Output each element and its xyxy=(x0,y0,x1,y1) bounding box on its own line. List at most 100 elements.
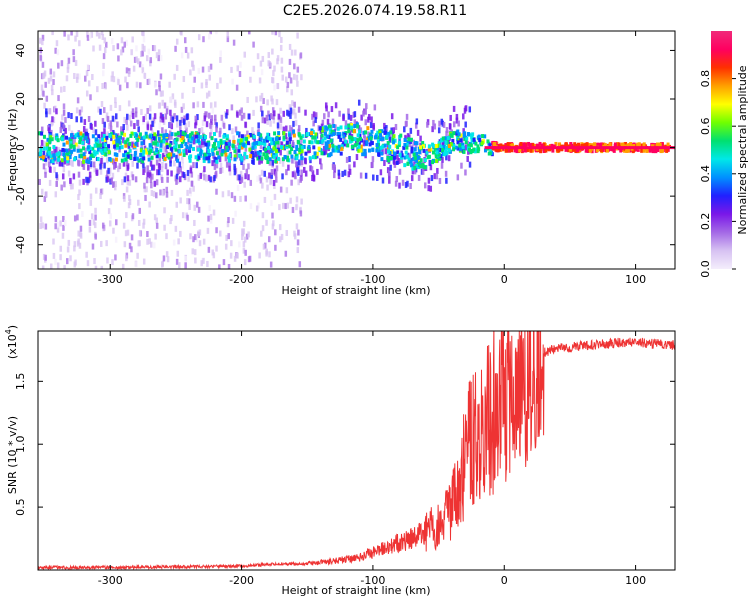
spectrogram-cell xyxy=(184,262,187,269)
spectrogram-cell xyxy=(220,152,224,157)
spectrogram-cell xyxy=(249,142,253,149)
spectrogram-cell xyxy=(224,141,228,146)
spectrogram-cell xyxy=(85,251,88,258)
spectrogram-cell xyxy=(635,147,639,152)
spectrogram-cell xyxy=(200,127,204,134)
spectrogram-cell xyxy=(101,118,105,125)
spectrogram-cell xyxy=(399,133,403,138)
spectrogram-cell xyxy=(347,129,351,134)
spectrogram-cell xyxy=(175,64,179,71)
snr-scale-base: (x10 xyxy=(6,334,19,359)
spectrogram-cell xyxy=(182,172,186,179)
spectrogram-cell xyxy=(406,140,410,145)
spectrogram-cell xyxy=(273,193,277,200)
spectrogram-cell xyxy=(324,144,328,149)
spectrogram-cell xyxy=(296,167,299,174)
spectrogram-cell xyxy=(383,143,387,148)
spectrogram-cell xyxy=(295,223,299,230)
spectrogram-cell xyxy=(139,82,142,89)
spectrogram-cell xyxy=(532,144,536,149)
spectrogram-cell xyxy=(556,147,560,152)
spectrogram-cell xyxy=(285,137,289,144)
spectrogram-cell xyxy=(103,37,107,44)
spectrogram-cell xyxy=(63,181,66,188)
spectrogram-x-axis-title: Height of straight line (km) xyxy=(281,284,430,297)
spectrogram-cell xyxy=(357,142,361,147)
spectrogram-cell xyxy=(89,193,93,200)
spectrogram-cell xyxy=(262,152,266,157)
spectrogram-cell xyxy=(195,162,198,169)
spectrogram-cell xyxy=(265,176,269,183)
snr-panel: -300 -200 -100 0 100 0.51.01.5 Height of str… xyxy=(4,325,676,597)
spectrogram-cell xyxy=(155,154,159,159)
spectrogram-cell xyxy=(362,110,365,117)
spectrogram-cell xyxy=(99,143,103,148)
spectrogram-cell xyxy=(394,180,398,187)
spectrogram-cell xyxy=(146,231,149,238)
spectrogram-cell xyxy=(197,230,200,237)
spectrogram-cell xyxy=(134,176,138,183)
spectrogram-cell xyxy=(120,145,124,150)
spectrogram-cell xyxy=(112,227,115,234)
spectrogram-cell xyxy=(308,156,312,161)
spectrogram-cell xyxy=(334,148,338,153)
spectrogram-cell xyxy=(398,168,402,175)
spectrogram-cell xyxy=(253,144,257,149)
spectrogram-cell xyxy=(456,146,460,151)
spectrogram-cell xyxy=(456,174,460,181)
spectrogram-cell xyxy=(251,159,255,164)
spectrogram-cell xyxy=(467,143,471,148)
spectrogram-cell xyxy=(122,123,125,130)
spectrogram-cell xyxy=(435,173,439,180)
spectrogram-cell xyxy=(121,179,124,186)
spectrogram-cell xyxy=(143,72,147,79)
spectrogram-cell xyxy=(97,106,100,113)
spectrogram-cell xyxy=(180,106,184,113)
spectrogram-cell xyxy=(59,220,62,227)
spectrogram-cell xyxy=(297,229,300,236)
spectrogram-cell xyxy=(52,134,56,141)
spectrogram-cell xyxy=(440,137,444,142)
spectrogram-cell xyxy=(380,157,384,162)
spectrogram-cell xyxy=(282,202,285,209)
spectrogram-cell xyxy=(169,157,172,164)
spectrogram-cell xyxy=(304,109,307,116)
spectrogram-cell xyxy=(87,80,91,87)
spectrogram-cell xyxy=(323,113,326,120)
spectrogram-cell xyxy=(248,147,252,152)
spectrogram-cell xyxy=(175,38,179,45)
spectrogram-cell xyxy=(142,162,145,169)
spectrogram-cell xyxy=(87,116,91,123)
spectrogram-y-axis-title: Frequency (Hz) xyxy=(6,109,19,192)
spectrogram-cell xyxy=(123,41,126,48)
spectrogram-cell xyxy=(248,132,252,137)
spectrogram-cell xyxy=(554,141,558,146)
spectrogram-cell xyxy=(388,177,391,184)
spectrogram-cell xyxy=(120,131,124,136)
spectrogram-cell xyxy=(329,138,333,143)
spectrogram-cell xyxy=(212,209,216,216)
spectrogram-cell xyxy=(44,223,48,230)
spectrogram-cell xyxy=(463,131,467,136)
spectrogram-cell xyxy=(438,156,442,161)
spectrogram-cell xyxy=(145,186,148,193)
spectrogram-cell xyxy=(337,134,341,139)
spectrogram-cell xyxy=(75,107,79,114)
spectrogram-cell xyxy=(214,138,218,143)
spectrogram-cell xyxy=(65,140,69,145)
spectrogram-cell xyxy=(304,151,308,156)
spectrogram-cell xyxy=(89,161,93,168)
spectrogram-cell xyxy=(442,121,446,128)
spectrogram-cell xyxy=(91,153,95,158)
spectrogram-cell xyxy=(393,158,396,165)
spectrogram-cell xyxy=(149,60,152,67)
spectrogram-cell xyxy=(419,164,423,169)
spectrogram-cell xyxy=(58,160,62,167)
spectrogram-cell xyxy=(52,116,56,123)
spectrogram-cell xyxy=(225,161,229,168)
spectrogram-cell xyxy=(130,234,134,241)
spectrogram-cell xyxy=(123,176,127,183)
snr-x-axis-title: Height of straight line (km) xyxy=(281,584,430,597)
spectrogram-cell xyxy=(104,41,108,48)
spectrogram-cell xyxy=(314,116,317,123)
